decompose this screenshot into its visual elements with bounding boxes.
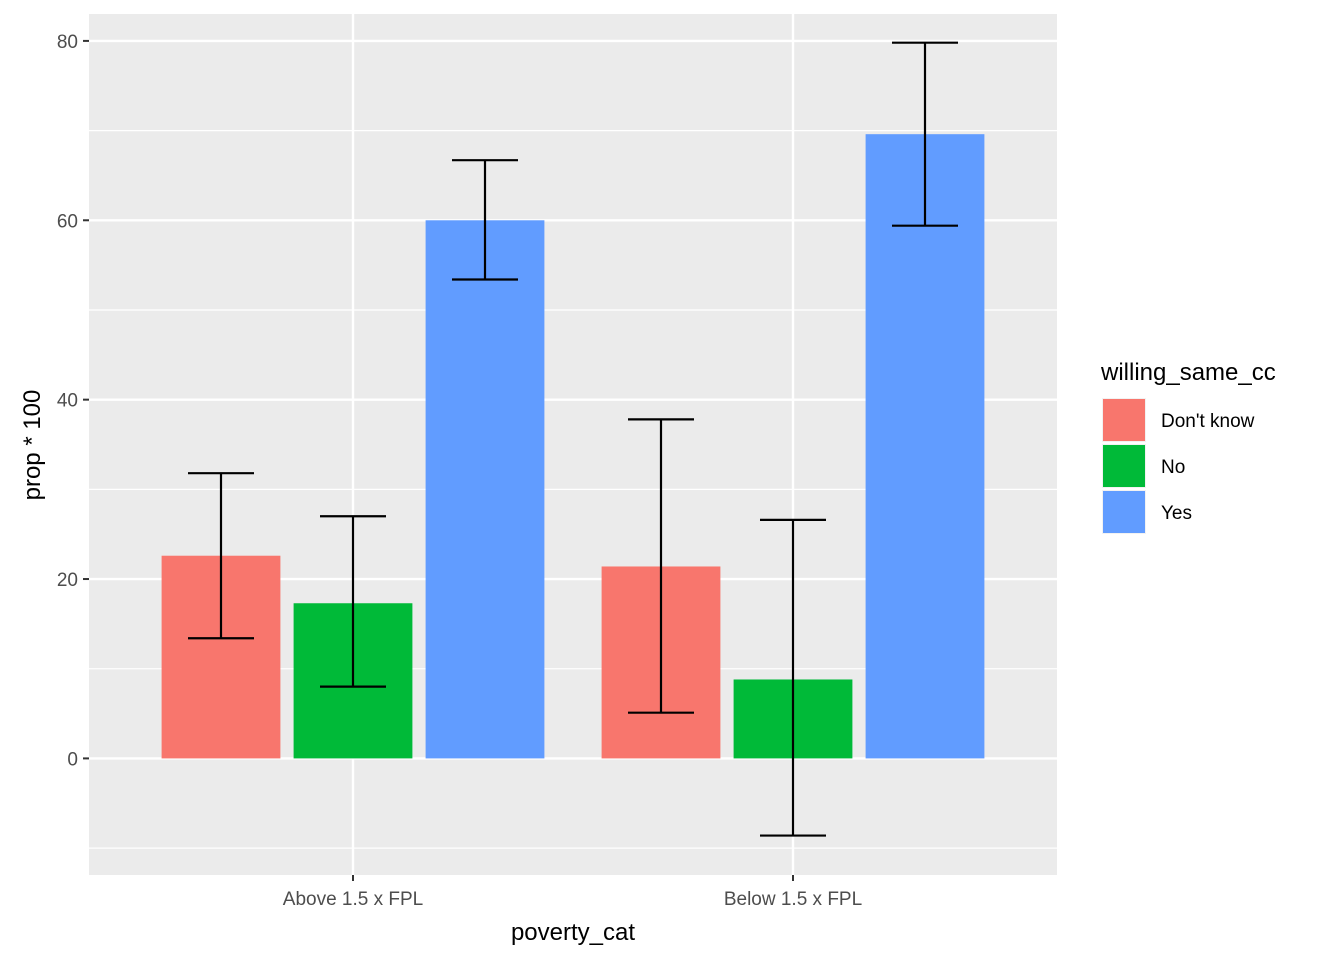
x-tick-label: Above 1.5 x FPL: [283, 889, 423, 910]
legend: willing_same_cc Don't know No Yes: [1100, 359, 1276, 534]
y-tick-label: 0: [67, 749, 78, 770]
legend-key-swatch: [1103, 491, 1145, 533]
bars: [161, 134, 985, 759]
y-axis-title: prop * 100: [19, 390, 46, 501]
x-tick-label: Below 1.5 x FPL: [724, 889, 862, 910]
legend-title: willing_same_cc: [1100, 359, 1276, 386]
legend-key-swatch: [1103, 445, 1145, 487]
legend-key-swatch: [1103, 399, 1145, 441]
legend-label: Don't know: [1161, 411, 1255, 432]
legend-label: Yes: [1161, 503, 1192, 524]
y-axis: 0 20 40 60 80: [57, 32, 89, 770]
x-axis-title: poverty_cat: [511, 919, 635, 946]
x-axis: Above 1.5 x FPL Below 1.5 x FPL: [283, 875, 862, 910]
legend-label: No: [1161, 457, 1185, 478]
error-bars: [188, 41, 958, 837]
y-tick-label: 20: [57, 570, 78, 591]
y-tick-label: 60: [57, 211, 78, 232]
y-tick-label: 80: [57, 32, 78, 53]
bar: [425, 220, 545, 759]
bar: [865, 134, 985, 759]
y-tick-label: 40: [57, 391, 78, 412]
